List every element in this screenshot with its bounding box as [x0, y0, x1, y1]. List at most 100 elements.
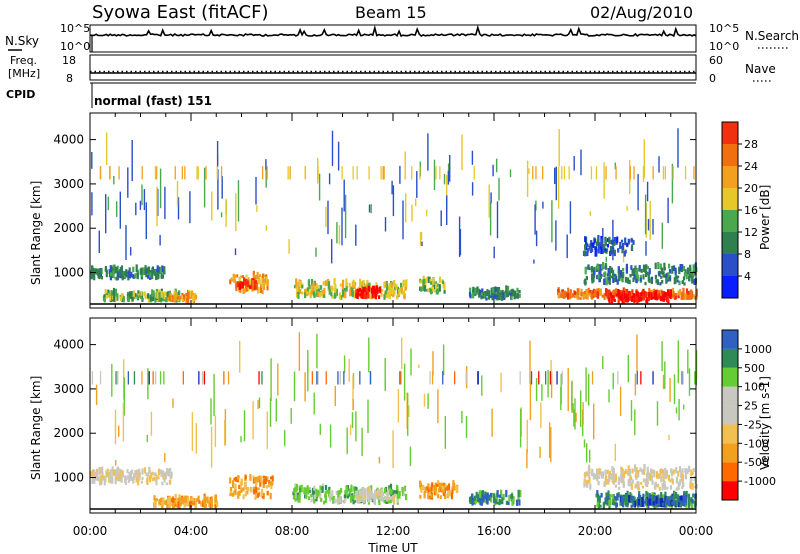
band-cell [149, 272, 152, 278]
band-cell [157, 272, 160, 279]
streak-cell [257, 400, 259, 409]
band-cell [645, 490, 648, 498]
band-cell [682, 499, 685, 507]
band-cell [661, 498, 664, 503]
streak-cell [647, 219, 650, 231]
band-cell [482, 291, 485, 299]
band-cell [304, 289, 307, 293]
band-cell [615, 502, 618, 507]
band-cell [271, 475, 274, 482]
band-cell [389, 292, 393, 297]
streak-cell [304, 372, 306, 402]
band-cell [630, 265, 633, 270]
band-cell [323, 500, 326, 505]
freq-tick-bottom: 8 [66, 72, 73, 85]
band-cell [128, 291, 132, 299]
band-cell [390, 489, 393, 495]
band-cell [240, 281, 243, 288]
band-cell [675, 487, 678, 491]
streak-cell [157, 188, 159, 217]
band-cell [116, 276, 119, 280]
band-cell [419, 280, 422, 284]
band-cell [426, 486, 429, 491]
band-cell [612, 467, 615, 474]
band-cell [596, 263, 599, 270]
band-cell [624, 494, 628, 501]
band-cell [329, 493, 332, 502]
burst-cell [91, 371, 94, 385]
band-cell [153, 269, 156, 274]
band-cell [618, 486, 621, 490]
band-cell [165, 482, 168, 486]
band-cell [105, 470, 108, 479]
band-cell [649, 494, 652, 502]
band-cell [203, 495, 206, 501]
streak-cell [646, 181, 649, 202]
band-cell [650, 468, 653, 477]
band-cell [310, 285, 313, 292]
band-cell [419, 480, 422, 488]
band-cell [664, 291, 667, 297]
band-cell [158, 292, 161, 297]
band-cell [368, 285, 371, 293]
streak-cell [661, 222, 663, 249]
band-cell [439, 495, 442, 499]
streak-cell [107, 196, 109, 211]
y-tick-label: 2000 [53, 426, 84, 440]
band-cell [679, 264, 682, 272]
band-cell [587, 464, 591, 473]
band-cell [317, 490, 320, 495]
band-cell [448, 489, 451, 497]
band-cell [472, 289, 475, 296]
band-cell [295, 278, 298, 287]
colorbar-tick-label: 500 [744, 362, 765, 375]
band-cell [694, 485, 697, 489]
band-cell [320, 285, 323, 290]
band-cell [650, 292, 653, 300]
streak-cell [433, 159, 436, 190]
band-cell [662, 501, 665, 507]
band-cell [198, 500, 201, 504]
band-cell [617, 248, 620, 253]
colorbar-swatch [722, 122, 738, 144]
band-cell [617, 294, 620, 299]
band-cell [298, 491, 301, 499]
streak-cell [645, 241, 647, 256]
band-cell [192, 295, 195, 303]
band-cell [610, 239, 613, 245]
streak-cell [667, 197, 669, 224]
band-cell [193, 295, 196, 302]
streak-cell [541, 384, 543, 401]
burst-cell [201, 371, 204, 385]
burst-cell [556, 371, 558, 385]
band-cell [136, 272, 139, 280]
band-cell [518, 293, 521, 298]
colorbar-swatch [722, 424, 738, 444]
band-cell [446, 485, 449, 491]
band-cell [255, 487, 258, 494]
band-cell [636, 268, 639, 275]
band-cell [313, 485, 316, 491]
band-cell [137, 290, 140, 297]
band-cell [429, 289, 433, 295]
band-cell [197, 495, 200, 501]
band-cell [295, 292, 299, 298]
band-cell [511, 498, 514, 506]
streak-cell [409, 446, 412, 466]
burst-cell [694, 371, 696, 385]
band-cell [651, 494, 654, 502]
band-cell [372, 494, 375, 501]
band-cell [488, 496, 491, 501]
band-cell [240, 275, 243, 279]
band-cell [362, 498, 365, 502]
band-cell [366, 279, 369, 287]
streak-cell [331, 239, 333, 264]
band-cell [234, 488, 237, 494]
band-cell [237, 475, 240, 481]
band-cell [644, 292, 647, 298]
band-cell [587, 287, 590, 296]
streak-cell [491, 408, 493, 437]
band-cell [297, 494, 300, 503]
burst-cell [198, 371, 200, 385]
band-cell [304, 291, 307, 299]
